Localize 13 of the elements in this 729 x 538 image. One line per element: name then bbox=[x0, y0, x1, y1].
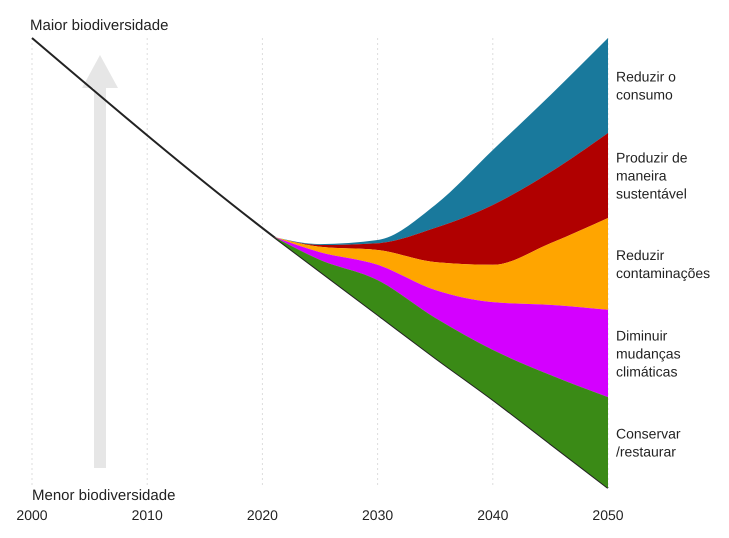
x-tick-label: 2020 bbox=[246, 507, 278, 523]
x-tick-label: 2010 bbox=[132, 507, 163, 523]
x-tick-label: 2040 bbox=[477, 507, 509, 523]
annotation: Menor biodiversidade bbox=[32, 487, 176, 504]
series-label: Conservar /restaurar bbox=[616, 426, 681, 460]
x-tick-label: 2030 bbox=[362, 507, 394, 523]
x-tick-label: 2050 bbox=[592, 507, 624, 523]
series-label: Produzir de maneira sustentável bbox=[616, 149, 688, 202]
series-label: Reduzir o consumo bbox=[616, 68, 676, 102]
series-label: Diminuir mudanças climáticas bbox=[616, 327, 681, 380]
series-label: Reduzir contaminações bbox=[616, 246, 710, 281]
text: Maior biodiversidade bbox=[30, 17, 168, 34]
x-tick-label: 2000 bbox=[16, 507, 48, 523]
